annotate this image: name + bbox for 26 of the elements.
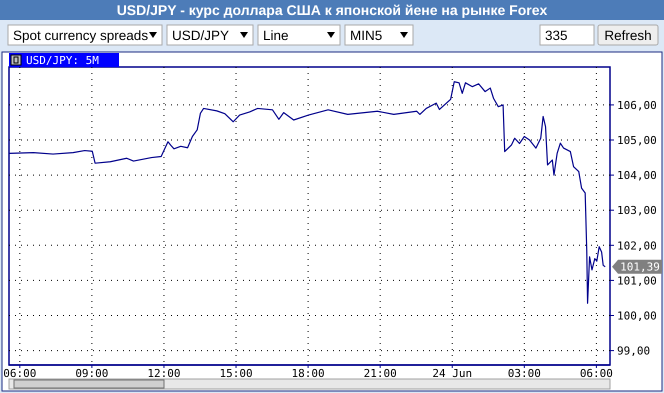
y-tick-label: 105,00 — [617, 134, 657, 148]
chart-title: USD/JPY - курс доллара США к японской йене на рынке Forex — [116, 2, 548, 18]
y-tick-label: 104,00 — [617, 169, 657, 182]
y-tick-label: 102,00 — [617, 239, 657, 252]
x-tick-label: 15:00 — [219, 367, 253, 380]
text: MIN5 — [350, 28, 382, 43]
y-tick-label: 101,00 — [617, 274, 657, 288]
x-tick-label: 06:00 — [580, 367, 613, 380]
text: USD/JPY: 5M — [26, 54, 100, 67]
y-tick-label: 100,00 — [617, 310, 657, 323]
text: Line — [263, 28, 289, 43]
x-tick-label: 03:00 — [508, 367, 541, 380]
x-tick-label: 12:00 — [147, 367, 181, 380]
x-tick-label: 18:00 — [292, 367, 325, 380]
text: USD/JPY — [172, 28, 230, 43]
text: Refresh — [604, 28, 652, 43]
x-tick-label: 24 Jun — [432, 367, 472, 380]
y-tick-label: 99,00 — [617, 344, 650, 358]
x-tick-label: 21:00 — [364, 367, 397, 380]
y-tick-label: 103,00 — [617, 204, 657, 218]
x-tick-label: 06:00 — [3, 367, 36, 380]
text: Spot currency spreads — [13, 28, 148, 43]
y-tick-label: 106,00 — [617, 98, 657, 112]
text: 335 — [545, 28, 568, 43]
x-tick-label: 09:00 — [75, 367, 108, 380]
text: 101,39 — [620, 260, 660, 274]
